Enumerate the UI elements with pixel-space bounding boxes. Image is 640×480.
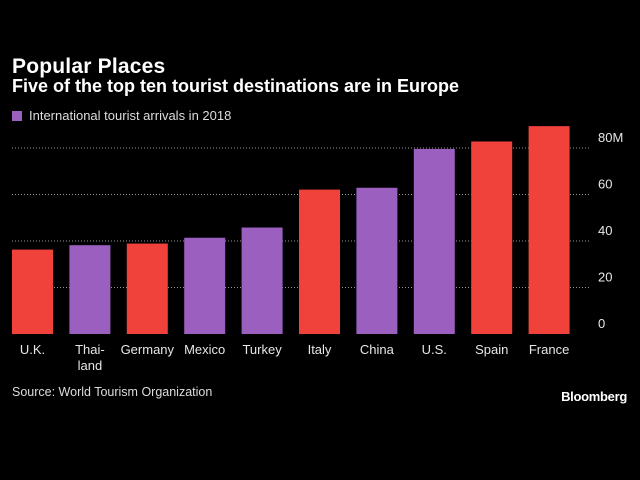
x-tick-label: Germany bbox=[121, 342, 175, 357]
y-tick-label: 40 bbox=[598, 223, 612, 238]
y-tick-label: 80M bbox=[598, 130, 623, 145]
bar bbox=[69, 245, 111, 334]
bloomberg-logo: Bloomberg bbox=[561, 389, 627, 404]
x-tick-label: Thai-land bbox=[75, 342, 105, 373]
legend-label: International tourist arrivals in 2018 bbox=[29, 108, 232, 123]
bar bbox=[126, 243, 168, 334]
x-tick-label: U.K. bbox=[20, 342, 45, 357]
y-tick-label: 60 bbox=[598, 177, 612, 192]
chart-title: Popular Places bbox=[12, 55, 166, 78]
x-tick-label: Mexico bbox=[184, 342, 225, 357]
bar bbox=[241, 227, 283, 334]
x-tick-label: France bbox=[529, 342, 569, 357]
y-tick-label: 20 bbox=[598, 270, 612, 285]
bar bbox=[299, 189, 340, 334]
chart-subtitle: Five of the top ten tourist destinations… bbox=[12, 76, 460, 96]
x-tick-label: Spain bbox=[475, 342, 508, 357]
x-tick-label: China bbox=[360, 342, 395, 357]
bar bbox=[356, 187, 398, 334]
bar bbox=[12, 249, 53, 334]
bar bbox=[413, 148, 455, 334]
bar bbox=[528, 126, 570, 335]
x-tick-label: Italy bbox=[308, 342, 332, 357]
legend: International tourist arrivals in 2018 bbox=[12, 108, 231, 123]
source-note: Source: World Tourism Organization bbox=[12, 385, 213, 399]
bar bbox=[184, 237, 226, 334]
bar bbox=[471, 141, 513, 334]
legend-swatch bbox=[12, 110, 22, 121]
x-tick-label: Turkey bbox=[242, 342, 282, 357]
y-tick-label: 0 bbox=[598, 316, 605, 331]
bar-chart: 0 20 40 60 80M U.K. Thai-land Germany Mexico Turk… bbox=[12, 126, 623, 373]
x-tick-label: U.S. bbox=[422, 342, 447, 357]
